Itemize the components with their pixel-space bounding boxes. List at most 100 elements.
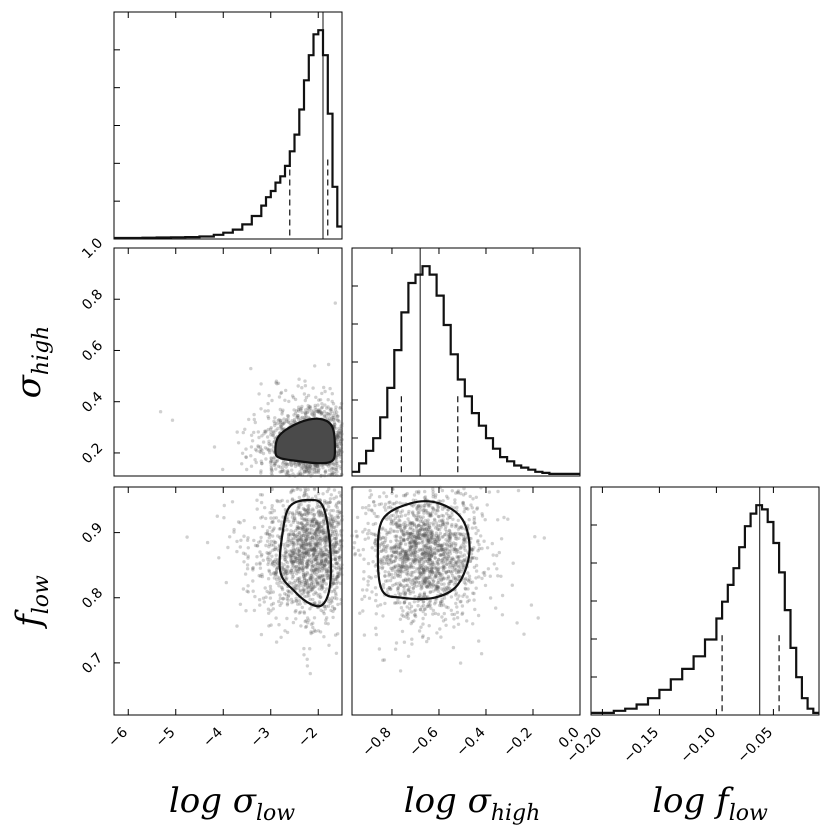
scatter-point — [428, 581, 432, 586]
scatter-point — [305, 585, 309, 589]
scatter-point — [398, 555, 402, 559]
scatter-point — [299, 546, 303, 550]
scatter-point — [280, 565, 284, 569]
scatter-point — [419, 527, 423, 531]
scatter-point — [438, 499, 442, 504]
scatter-point — [415, 524, 419, 529]
scatter-point — [312, 413, 317, 418]
scatter-point — [280, 587, 285, 592]
scatter-point — [459, 544, 464, 548]
scatter-point — [329, 514, 333, 518]
scatter-point — [271, 519, 275, 523]
scatter-point — [411, 513, 416, 517]
scatter-point — [278, 470, 282, 474]
scatter-point — [277, 599, 281, 604]
scatter-point — [394, 542, 399, 546]
scatter-point — [448, 515, 452, 519]
scatter-point — [463, 586, 467, 591]
scatter-point — [393, 550, 398, 555]
scatter-point — [379, 549, 383, 553]
scatter-point — [457, 536, 461, 540]
scatter-point — [442, 565, 446, 569]
scatter-point — [423, 612, 428, 617]
scatter-point — [268, 443, 272, 447]
scatter-point — [301, 467, 306, 471]
scatter-point — [430, 567, 434, 571]
scatter-point — [430, 513, 434, 518]
scatter-point — [269, 543, 274, 547]
scatter-point — [398, 510, 403, 515]
scatter-point — [303, 536, 308, 540]
scatter-point — [332, 525, 336, 529]
scatter-point — [323, 469, 328, 473]
scatter-point — [303, 398, 307, 403]
scatter-point — [254, 562, 259, 566]
scatter-point — [324, 557, 328, 561]
scatter-point — [381, 658, 385, 662]
scatter-point — [437, 528, 442, 532]
scatter-point — [442, 576, 446, 580]
scatter-point — [420, 566, 424, 570]
scatter-point — [462, 510, 466, 514]
scatter-point — [433, 542, 437, 546]
y-tick-label-1-2: 0.9 — [79, 520, 106, 547]
scatter-point — [309, 582, 313, 586]
scatter-point — [322, 545, 326, 549]
scatter-point — [318, 537, 322, 541]
scatter-point — [412, 493, 417, 497]
scatter-point — [418, 536, 422, 541]
scatter-point — [259, 469, 263, 473]
scatter-point — [321, 610, 325, 614]
scatter-point — [305, 561, 309, 565]
scatter-point — [297, 409, 301, 413]
scatter-point — [406, 587, 411, 591]
scatter-point — [399, 583, 403, 587]
scatter-point — [426, 602, 431, 606]
scatter-point — [320, 584, 324, 588]
scatter-point — [297, 578, 302, 582]
scatter-point — [291, 395, 296, 400]
scatter-point — [404, 583, 408, 588]
scatter-point — [305, 410, 309, 415]
scatter-point — [329, 508, 333, 513]
scatter-point — [290, 576, 295, 580]
scatter-point — [431, 489, 435, 494]
scatter-point — [327, 512, 332, 516]
scatter-point — [435, 574, 439, 579]
scatter-point — [384, 494, 389, 499]
scatter-point — [370, 509, 374, 513]
scatter-point — [426, 538, 431, 542]
scatter-point — [276, 464, 281, 468]
scatter-point — [395, 550, 399, 554]
scatter-point — [325, 508, 329, 512]
scatter-point — [334, 504, 338, 508]
scatter-point — [271, 433, 275, 437]
scatter-point — [322, 611, 326, 616]
scatter-point — [461, 542, 465, 546]
scatter-point — [317, 553, 322, 557]
scatter-point — [314, 530, 318, 534]
scatter-point — [463, 507, 467, 511]
scatter-point — [431, 521, 435, 525]
scatter-point — [439, 559, 443, 563]
scatter-point — [333, 577, 338, 582]
scatter-point — [496, 518, 500, 522]
scatter-point — [301, 534, 305, 538]
scatter-point — [423, 518, 428, 523]
scatter-point — [406, 554, 410, 558]
scatter-point — [453, 501, 457, 505]
scatter-point — [315, 524, 320, 528]
scatter-point — [468, 559, 472, 563]
scatter-point — [425, 511, 429, 515]
scatter-point — [423, 607, 427, 611]
x-tick-label-log_sigma_high-3: −0.2 — [500, 725, 535, 760]
scatter-point — [301, 591, 305, 595]
scatter-point — [319, 595, 323, 599]
scatter-point — [255, 449, 259, 453]
scatter-point — [304, 545, 308, 549]
scatter-point — [335, 561, 339, 565]
scatter-point — [322, 385, 326, 390]
scatter-point — [262, 600, 266, 604]
scatter-point — [389, 539, 393, 544]
scatter-point — [314, 395, 318, 399]
